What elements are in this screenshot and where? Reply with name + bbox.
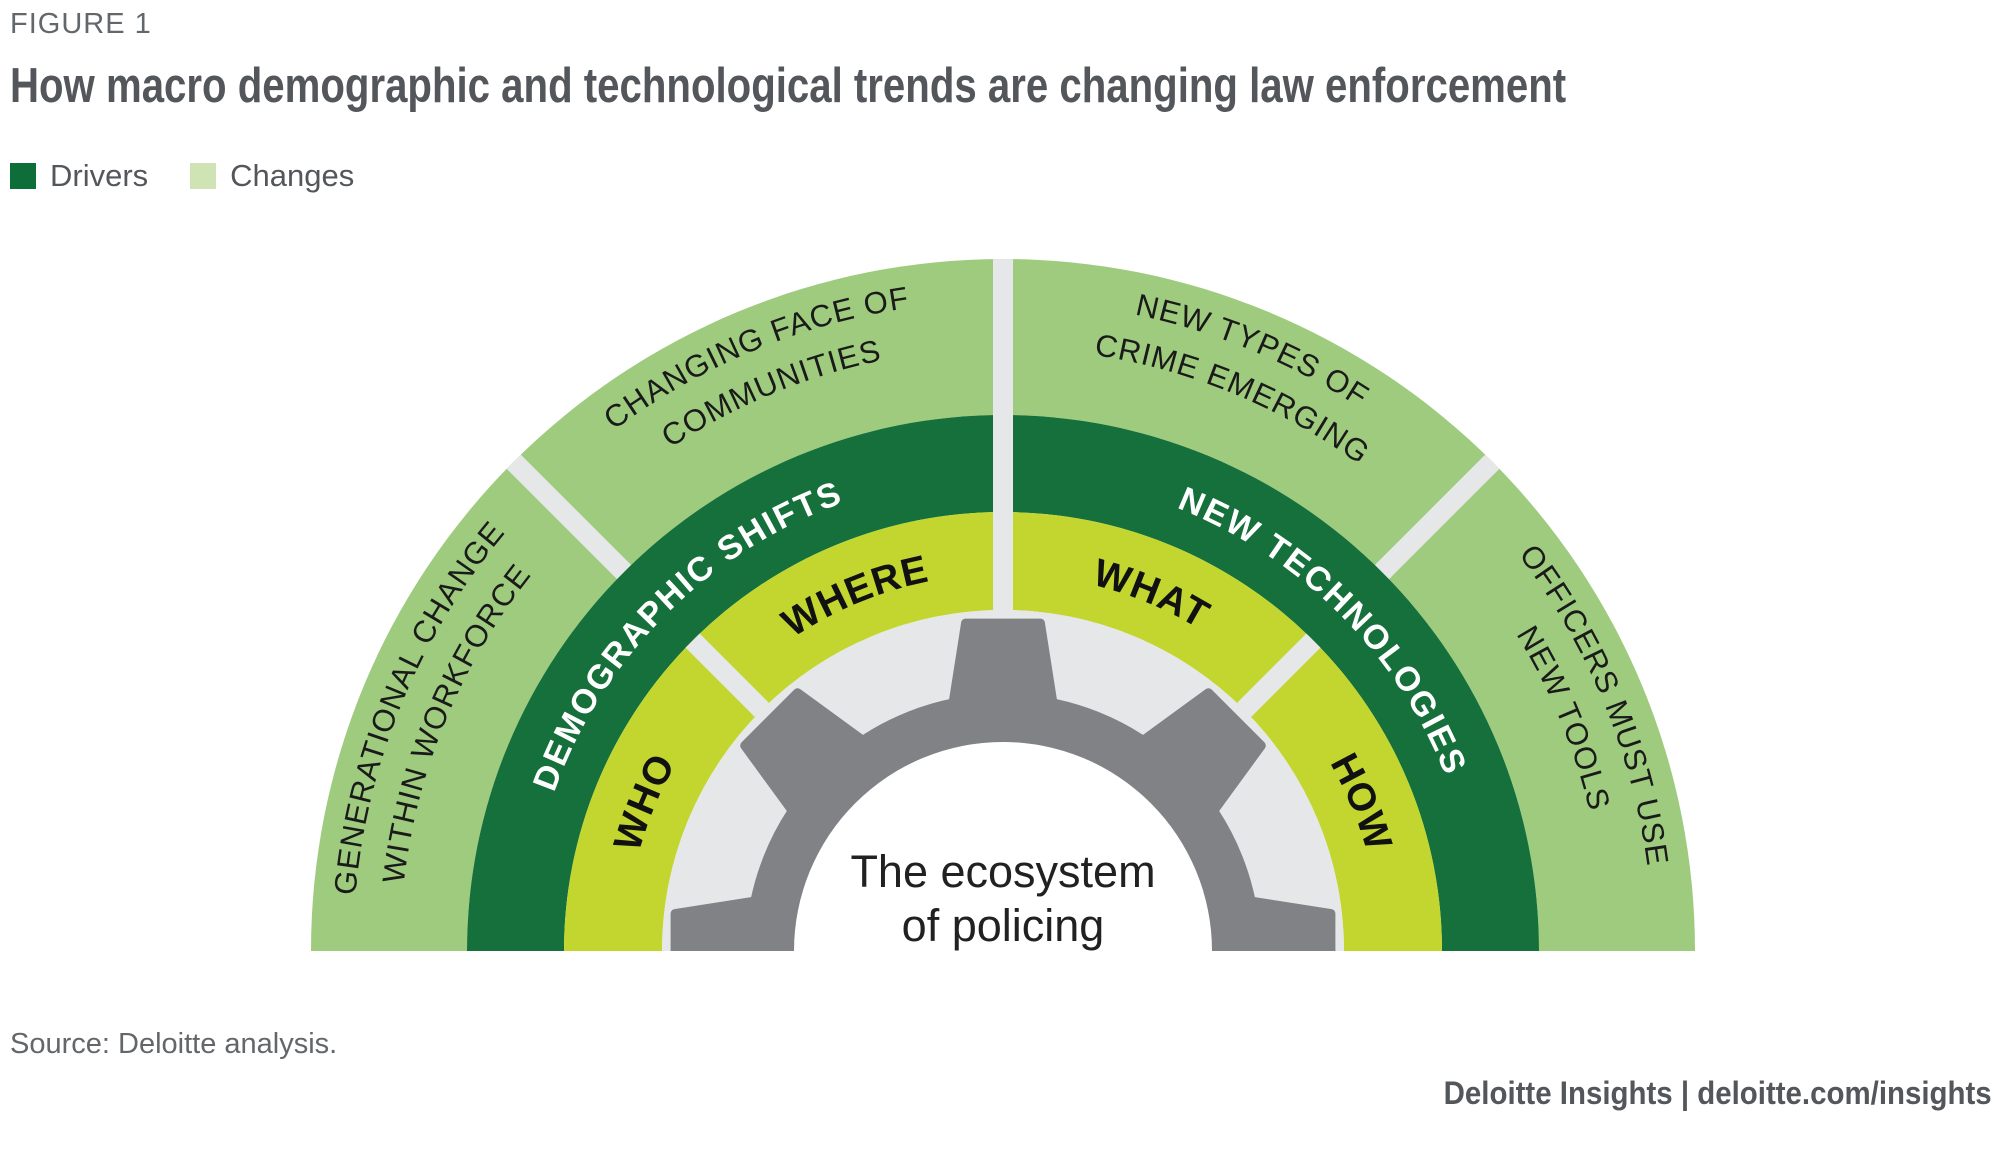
legend: Drivers Changes [10, 158, 382, 194]
drivers-label: Drivers [50, 158, 149, 193]
inner-ring [564, 512, 1442, 951]
drivers-swatch [10, 163, 36, 189]
diagram-svg: The ecosystem of policing GENERATIONAL C… [311, 259, 1695, 951]
outer-ring [311, 259, 1695, 951]
legend-item-changes: Changes [190, 158, 354, 194]
figure-label: FIGURE 1 [10, 8, 152, 40]
center-label-line1: The ecosystem [850, 846, 1155, 897]
changes-label: Changes [230, 158, 355, 193]
segment-dividers [485, 259, 1521, 717]
footer-brand: Deloitte Insights | deloitte.com/insight… [1443, 1075, 1992, 1111]
changes-swatch [190, 163, 217, 189]
center-disc [794, 742, 1212, 951]
ecosystem-semicircle-diagram: The ecosystem of policing GENERATIONAL C… [303, 255, 1703, 955]
source-note: Source: Deloitte analysis. [10, 1028, 338, 1060]
legend-item-drivers: Drivers [10, 158, 148, 194]
page-title: How macro demographic and technological … [10, 59, 1567, 113]
middle-ring [467, 415, 1539, 951]
center-label-line2: of policing [902, 900, 1105, 951]
